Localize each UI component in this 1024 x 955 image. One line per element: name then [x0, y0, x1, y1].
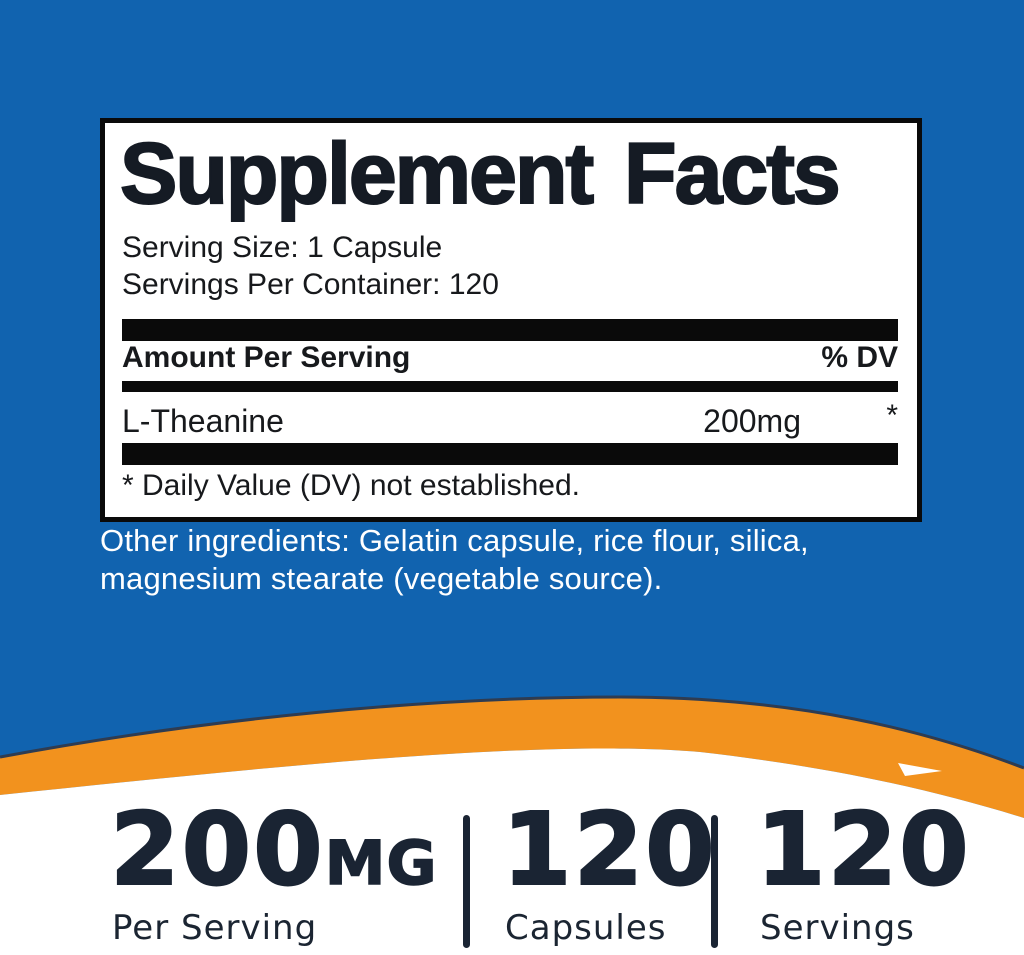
- ingredient-name: L-Theanine: [122, 403, 284, 439]
- highlight-capsules-label: Capsules: [505, 908, 667, 948]
- vertical-divider-2: [711, 815, 718, 948]
- vertical-divider-1: [463, 815, 470, 948]
- supplement-facts-title: Supplement Facts: [119, 126, 842, 222]
- wave-edge-line: [0, 695, 1024, 770]
- dose-number: 200: [109, 791, 325, 908]
- highlight-servings-value: 120: [755, 791, 971, 908]
- column-header-dv: % DV: [821, 341, 898, 374]
- dose-unit: MG: [324, 828, 438, 899]
- supplement-facts-panel: Supplement Facts Serving Size: 1 Capsule…: [100, 118, 922, 522]
- wave-white-area: [0, 748, 1024, 955]
- wave-brush-notch: [898, 763, 942, 776]
- thick-rule-top: [122, 319, 898, 341]
- highlight-servings-label: Servings: [760, 908, 915, 948]
- thick-rule-bottom: [122, 443, 898, 465]
- capsules-number: 120: [501, 791, 717, 908]
- ingredient-amount: 200mg: [703, 403, 801, 439]
- medium-rule: [122, 381, 898, 392]
- highlight-dose-label: Per Serving: [112, 908, 318, 948]
- highlight-dose-value: 200 MG: [109, 791, 438, 908]
- highlight-capsules-value: 120: [501, 791, 717, 908]
- column-header-amount: Amount Per Serving: [122, 341, 411, 374]
- ingredient-dv-asterisk: *: [886, 399, 898, 432]
- brand-wave-graphic: [0, 695, 1024, 955]
- daily-value-footnote: * Daily Value (DV) not established.: [122, 469, 580, 502]
- servings-number: 120: [755, 791, 971, 908]
- other-ingredients-text: Other ingredients: Gelatin capsule, rice…: [100, 523, 809, 596]
- serving-size: Serving Size: 1 Capsule: [122, 231, 443, 264]
- wave-orange-band: [0, 697, 1024, 818]
- servings-per-container: Servings Per Container: 120: [122, 268, 499, 301]
